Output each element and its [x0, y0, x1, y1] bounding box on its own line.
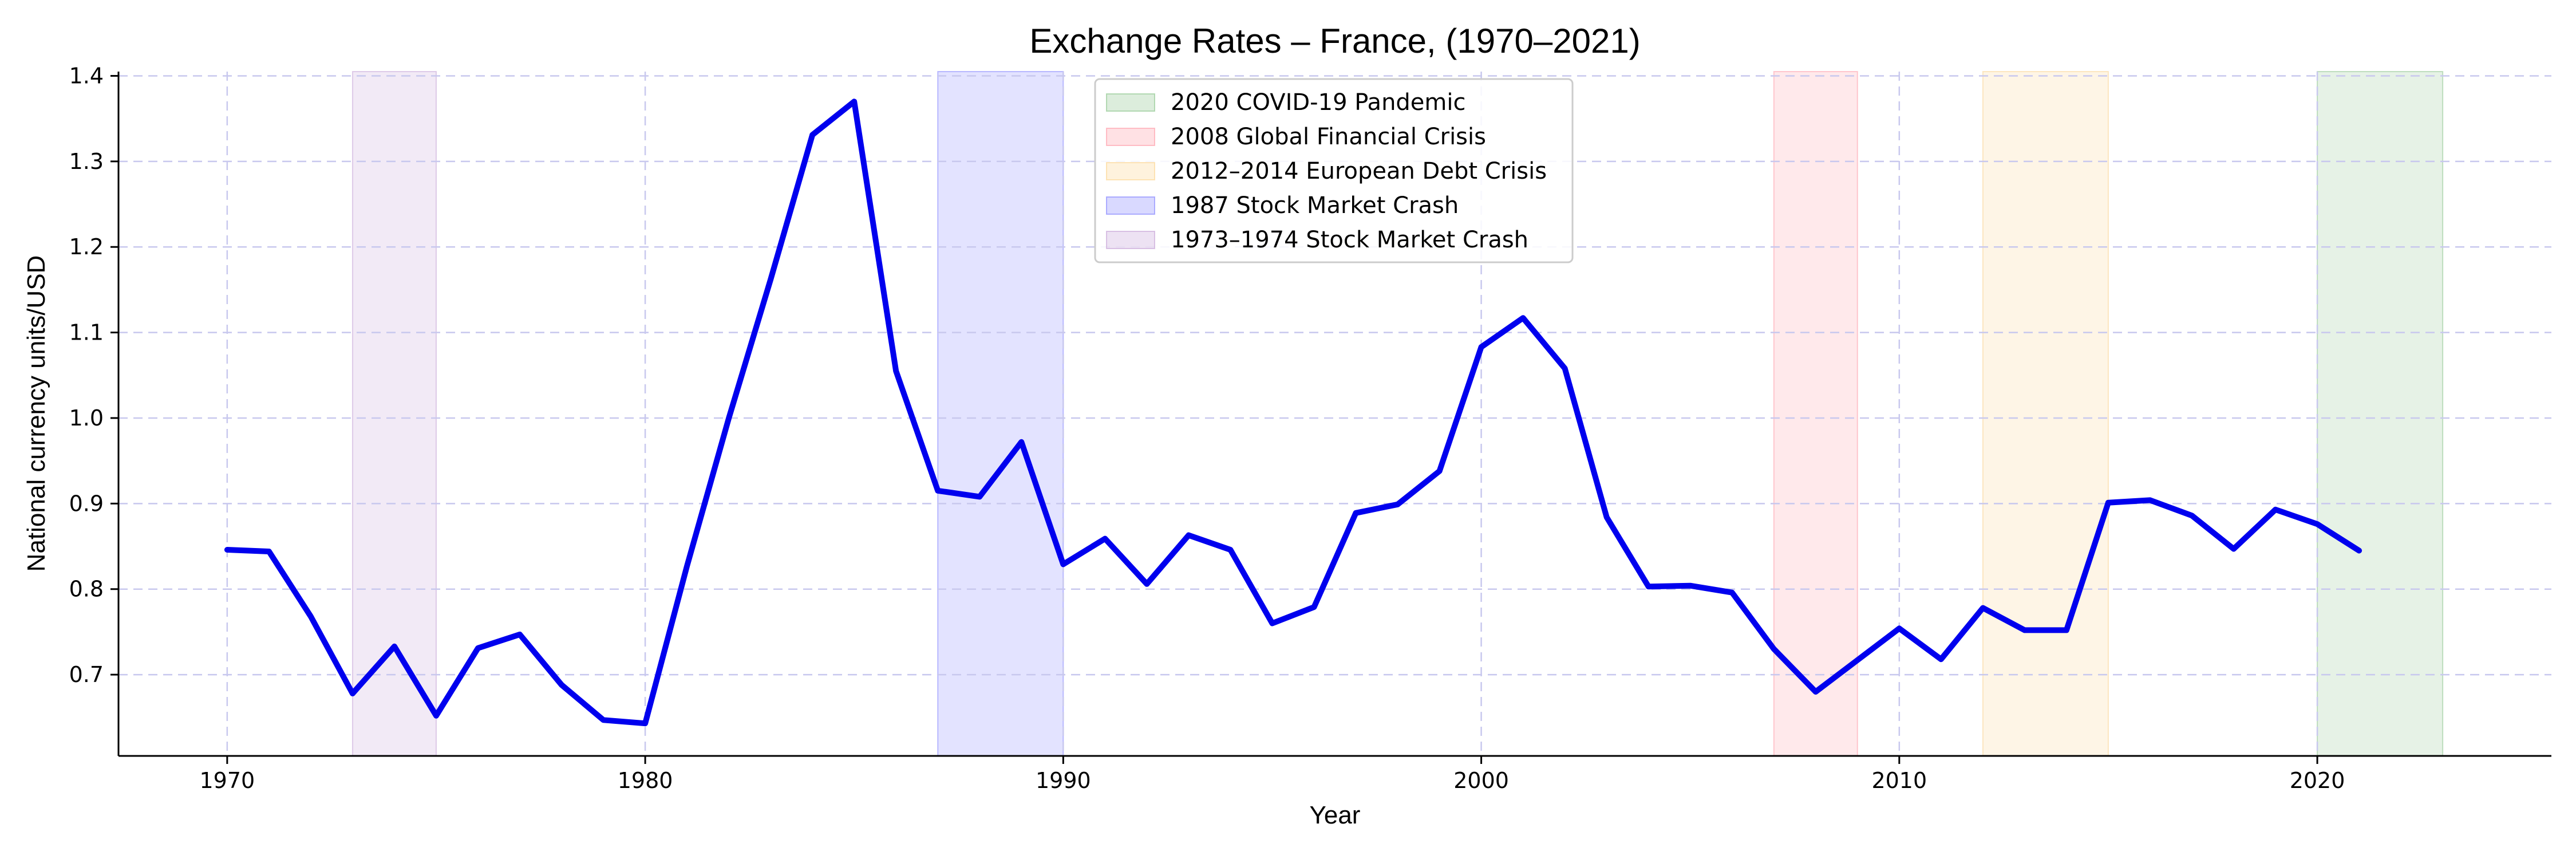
y-tick-label: 0.9 [69, 491, 104, 516]
legend-label: 1973–1974 Stock Market Crash [1171, 227, 1528, 253]
y-tick-label: 1.4 [69, 63, 104, 88]
shaded-region-0 [2317, 71, 2444, 756]
shaded-regions [351, 71, 2444, 756]
y-axis-label: National currency units/USD [22, 255, 50, 572]
x-tick-label: 2020 [2290, 768, 2345, 793]
legend-box [1094, 78, 1574, 263]
data-series [224, 98, 2362, 727]
legend-swatch [1106, 93, 1155, 112]
grid-lines [118, 72, 2551, 756]
y-tick-label: 1.0 [69, 405, 104, 431]
y-tick-label: 0.7 [69, 662, 104, 687]
axes [117, 72, 2551, 757]
shaded-region-2 [1982, 71, 2109, 756]
legend-swatch [1106, 196, 1155, 215]
legend-swatch [1106, 162, 1155, 180]
series-line-0 [224, 98, 2362, 727]
legend-swatch [1106, 231, 1155, 249]
x-tick-label: 2010 [1871, 768, 1927, 793]
shaded-region-3 [937, 71, 1064, 756]
legend: 2020 COVID-19 Pandemic 2008 Global Financ… [1094, 78, 1574, 263]
y-tick-label: 1.3 [69, 149, 104, 174]
x-ticks: 1970 1980 1990 2000 2010 2020 [200, 756, 2345, 793]
y-tick-label: 1.2 [69, 234, 104, 259]
legend-swatch [1106, 128, 1155, 146]
legend-label: 2020 COVID-19 Pandemic [1171, 89, 1466, 116]
x-tick-label: 1990 [1036, 768, 1091, 793]
legend-label: 2008 Global Financial Crisis [1171, 124, 1486, 150]
shaded-region-1 [1773, 71, 1858, 756]
y-tick-label: 0.8 [69, 577, 104, 602]
x-tick-label: 2000 [1453, 768, 1509, 793]
y-tick-label: 1.1 [69, 320, 104, 345]
legend-label: 1987 Stock Market Crash [1171, 192, 1459, 219]
chart-title: Exchange Rates – France, (1970–2021) [1029, 22, 1640, 60]
y-ticks: 0.7 0.8 0.9 1.0 1.1 1.2 1.3 1.4 [69, 63, 118, 687]
shaded-region-4 [351, 71, 437, 756]
x-tick-label: 1970 [200, 768, 255, 793]
x-axis-label: Year [1310, 801, 1361, 829]
legend-label: 2012–2014 European Debt Crisis [1171, 158, 1547, 184]
x-tick-label: 1980 [618, 768, 673, 793]
